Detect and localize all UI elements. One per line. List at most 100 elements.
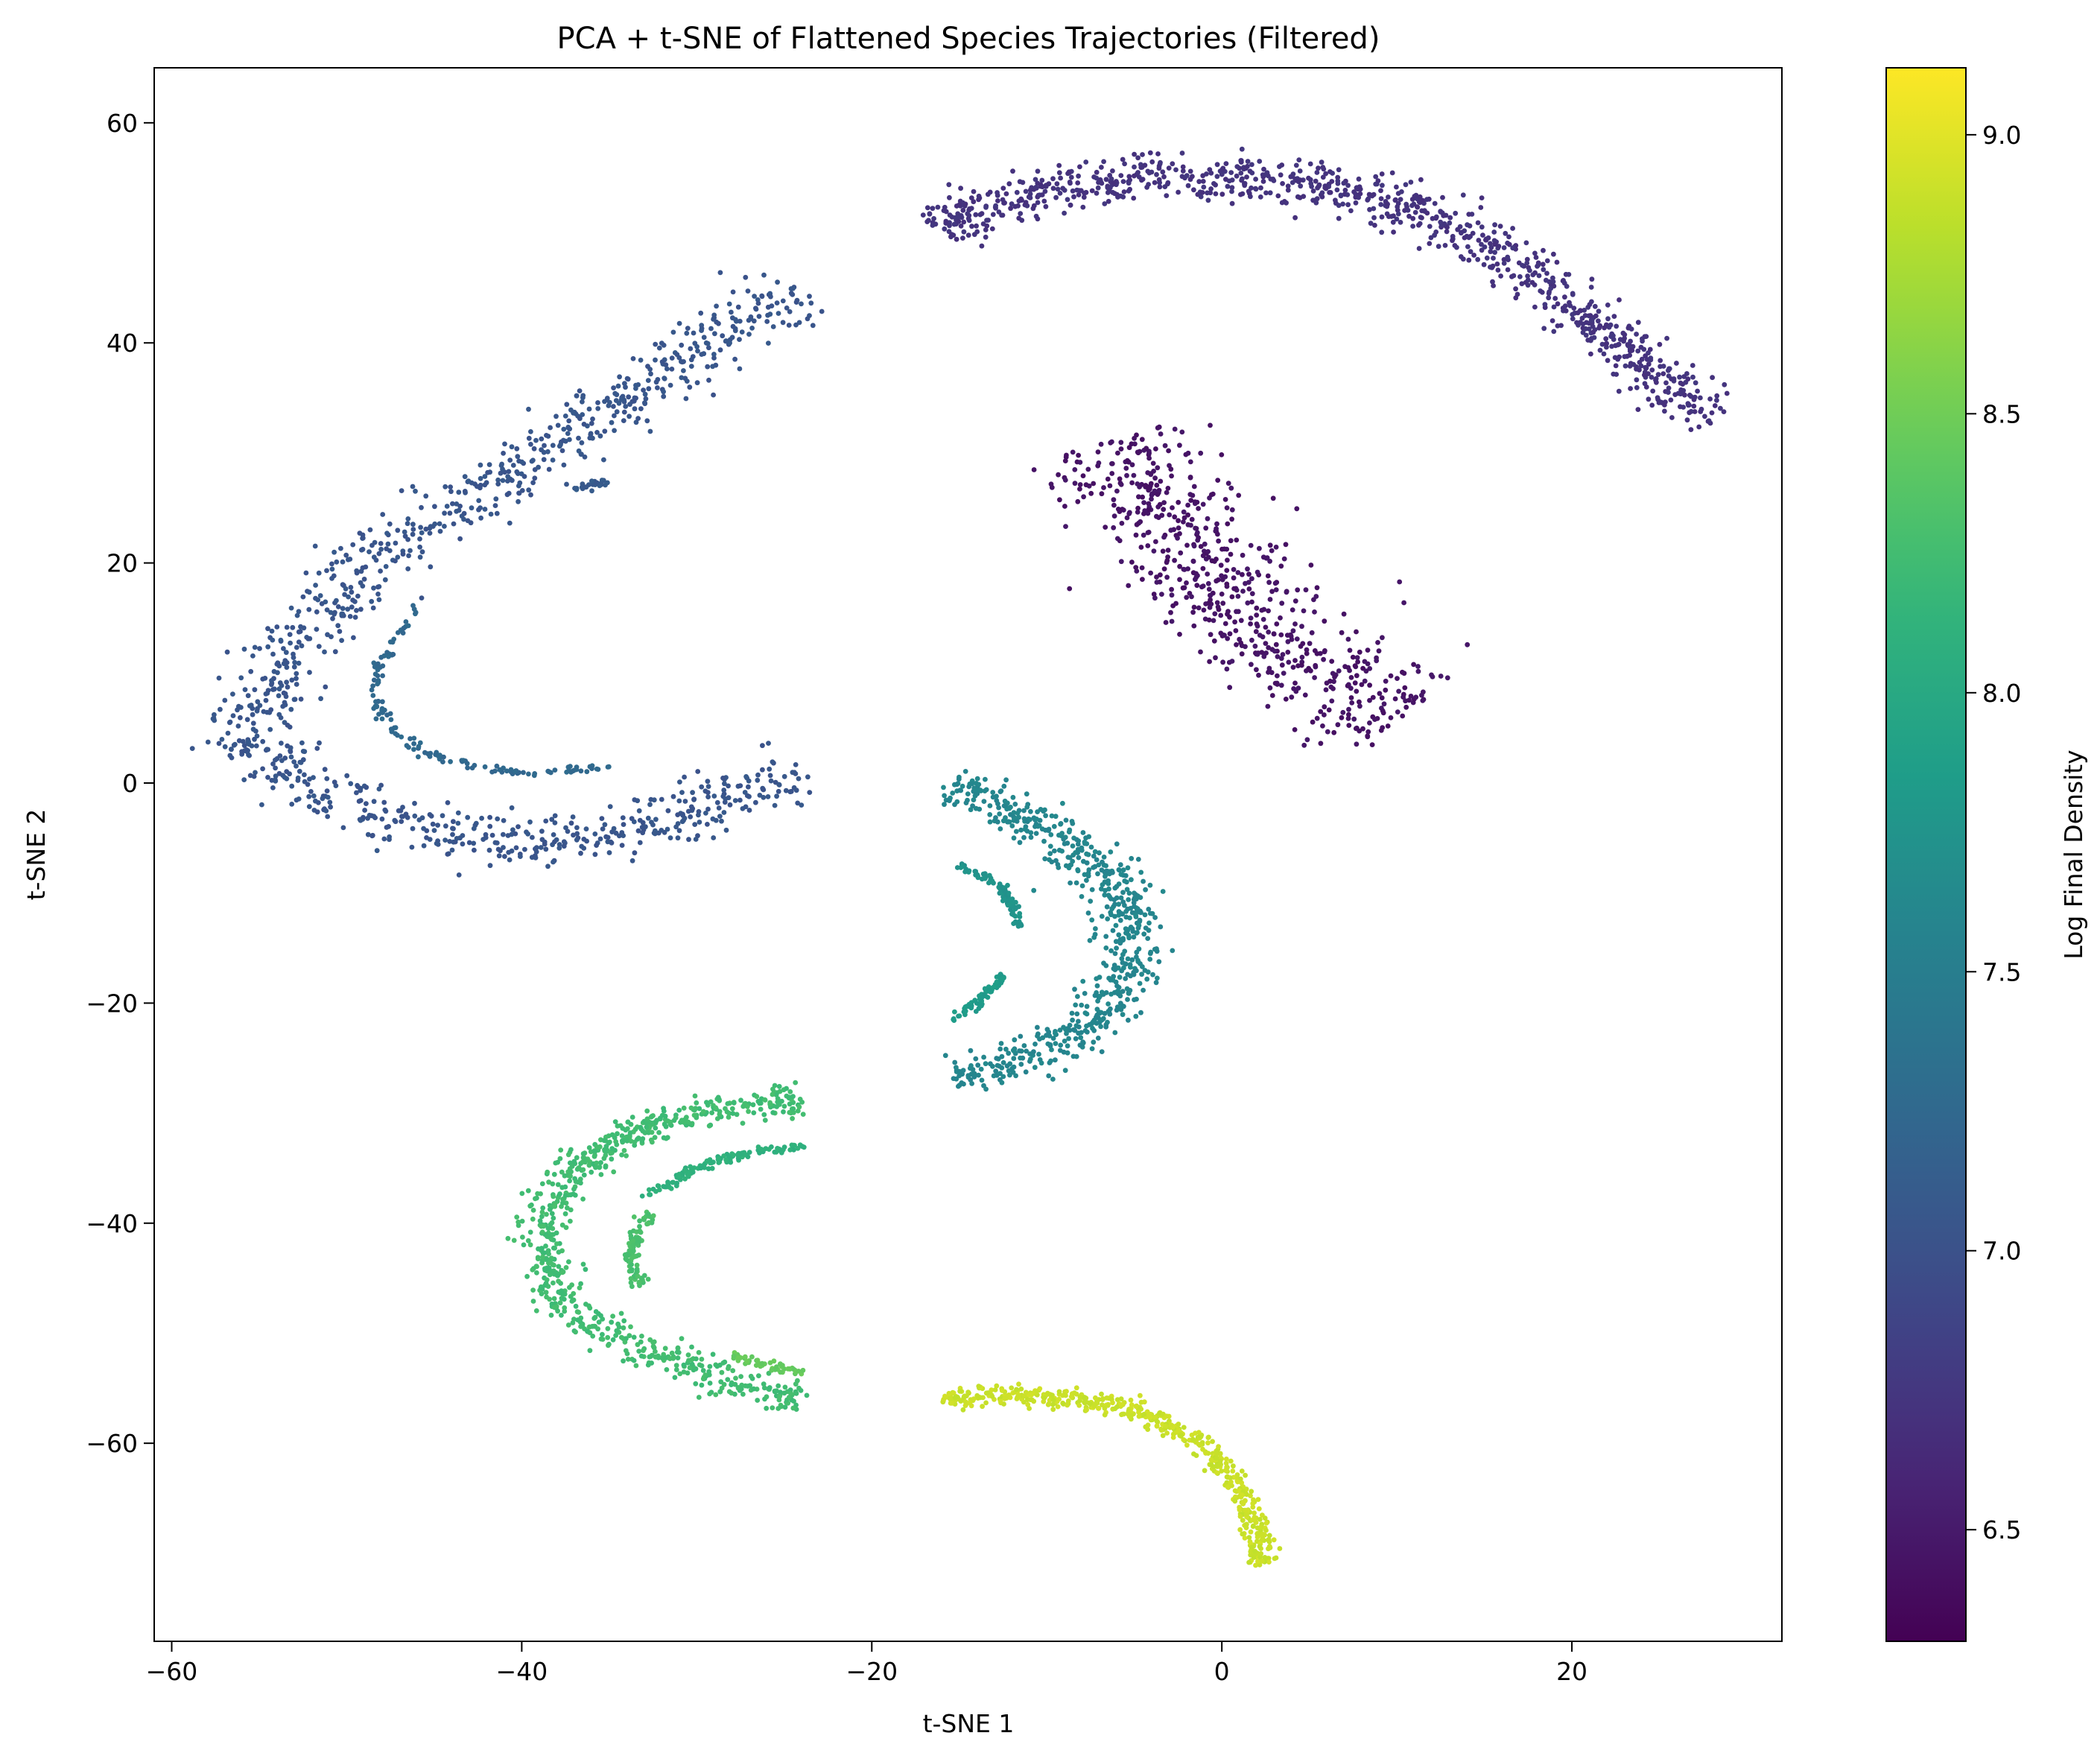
scatter-point: [1216, 538, 1221, 544]
scatter-point: [1266, 630, 1272, 635]
scatter-point: [297, 629, 303, 634]
scatter-point: [424, 835, 429, 840]
scatter-point: [611, 404, 616, 409]
scatter-point: [602, 822, 608, 828]
scatter-point: [1042, 188, 1048, 194]
scatter-point: [1596, 308, 1602, 314]
scatter-point: [1304, 650, 1310, 656]
scatter-point: [308, 789, 314, 794]
scatter-point: [757, 793, 763, 798]
scatter-point: [1018, 827, 1024, 833]
scatter-point: [969, 224, 974, 229]
scatter-point: [1080, 830, 1086, 835]
scatter-point: [519, 1218, 525, 1224]
scatter-point: [1460, 192, 1466, 198]
scatter-point: [558, 1147, 564, 1153]
scatter-point: [1219, 592, 1225, 597]
scatter-point: [603, 1164, 609, 1170]
scatter-point: [1281, 556, 1287, 562]
scatter-point: [606, 1341, 612, 1347]
scatter-point: [1170, 505, 1175, 510]
scatter-point: [1482, 244, 1488, 250]
scatter-point: [1023, 188, 1029, 194]
scatter-point: [710, 364, 715, 370]
scatter-point: [1117, 989, 1123, 995]
scatter-point: [568, 1218, 573, 1224]
scatter-point: [1205, 190, 1210, 196]
scatter-point: [1714, 397, 1719, 403]
scatter-point: [770, 759, 775, 764]
scatter-point: [1191, 187, 1196, 193]
scatter-point: [1220, 600, 1226, 606]
scatter-point: [626, 413, 632, 419]
scatter-point: [393, 558, 398, 564]
scatter-point: [1346, 723, 1352, 728]
scatter-point: [1109, 471, 1115, 476]
scatter-point: [311, 793, 317, 799]
scatter-point: [1501, 245, 1507, 250]
scatter-point: [1082, 839, 1088, 845]
scatter-point: [412, 800, 417, 806]
scatter-point: [329, 576, 334, 581]
scatter-point: [707, 1391, 712, 1397]
scatter-point: [696, 1395, 702, 1400]
scatter-point: [1635, 407, 1641, 412]
scatter-point: [1468, 249, 1474, 255]
scatter-point: [411, 747, 416, 752]
scatter-point: [1240, 552, 1246, 558]
scatter-point: [1570, 311, 1576, 317]
scatter-point: [346, 557, 351, 562]
scatter-point: [639, 1334, 644, 1339]
scatter-point: [1224, 666, 1230, 672]
scatter-point: [1035, 216, 1041, 222]
scatter-point: [1263, 641, 1269, 646]
scatter-point: [996, 805, 1001, 811]
scatter-point: [430, 821, 436, 827]
scatter-point: [585, 1328, 590, 1334]
scatter-point: [716, 1160, 722, 1165]
scatter-point: [1046, 181, 1052, 187]
scatter-point: [974, 223, 979, 229]
scatter-point: [1013, 1073, 1018, 1079]
scatter-point: [1035, 1031, 1041, 1037]
scatter-point: [711, 835, 717, 840]
scatter-point: [384, 650, 390, 656]
scatter-point: [1597, 347, 1603, 353]
scatter-point: [1110, 928, 1116, 934]
scatter-point: [729, 1106, 735, 1112]
scatter-point: [1228, 551, 1234, 557]
scatter-point: [797, 1142, 803, 1148]
scatter-point: [1036, 1051, 1041, 1057]
scatter-point: [568, 1173, 573, 1179]
scatter-point: [650, 822, 656, 828]
scatter-point: [1646, 361, 1652, 367]
scatter-point: [552, 820, 558, 825]
scatter-point: [1295, 663, 1301, 668]
scatter-point: [1007, 1072, 1012, 1078]
scatter-point: [969, 781, 975, 787]
scatter-point: [1188, 498, 1194, 503]
scatter-point: [1678, 404, 1683, 410]
scatter-point: [576, 435, 581, 441]
scatter-point: [1154, 171, 1159, 177]
scatter-point: [776, 782, 782, 787]
scatter-point: [1540, 262, 1546, 267]
scatter-point: [419, 595, 425, 600]
scatter-point: [1219, 191, 1225, 197]
scatter-point: [1365, 647, 1371, 653]
scatter-point: [495, 481, 501, 487]
scatter-point: [1562, 294, 1567, 300]
scatter-point: [1133, 565, 1139, 570]
scatter-point: [990, 984, 996, 990]
scatter-point: [253, 770, 258, 776]
scatter-point: [567, 437, 572, 443]
scatter-point: [1227, 685, 1233, 691]
scatter-point: [705, 364, 711, 370]
scatter-point: [1076, 855, 1082, 861]
scatter-point: [950, 790, 956, 796]
scatter-point: [460, 833, 466, 838]
scatter-point: [1275, 193, 1281, 199]
scatter-point: [1605, 358, 1611, 364]
scatter-point: [655, 377, 661, 382]
scatter-point: [951, 1018, 957, 1023]
